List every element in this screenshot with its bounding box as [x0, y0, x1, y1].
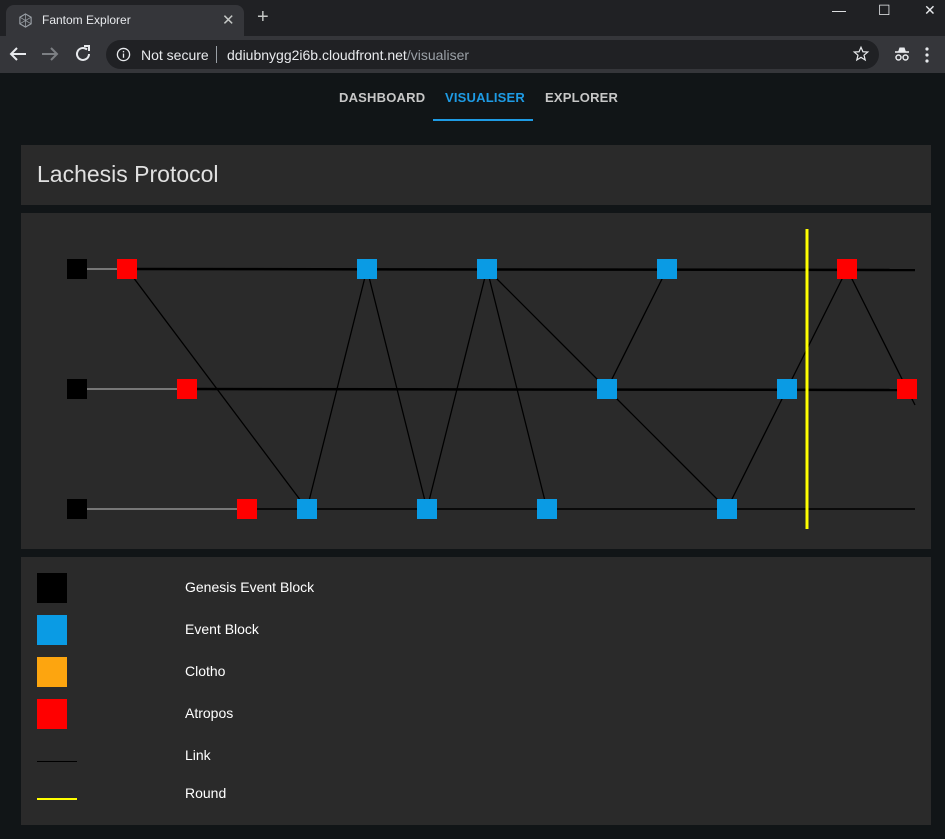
link-2 — [366, 268, 428, 510]
link-5 — [486, 268, 608, 390]
legend-label-round: Round — [185, 785, 227, 801]
link-6 — [606, 268, 668, 390]
node-genesis-g1 — [67, 259, 87, 279]
back-icon[interactable] — [6, 42, 30, 66]
link-7 — [606, 388, 728, 510]
lachesis-dag-graph — [67, 229, 917, 529]
node-event-block-e1 — [357, 259, 377, 279]
reload-icon[interactable] — [71, 42, 95, 66]
incognito-icon[interactable] — [893, 45, 911, 63]
close-window-button[interactable]: ✕ — [924, 2, 936, 18]
bookmark-star-icon[interactable] — [852, 45, 870, 63]
forward-icon[interactable] — [38, 42, 62, 66]
browser-tab[interactable]: Fantom Explorer ✕ — [6, 5, 244, 36]
link-9 — [786, 268, 848, 390]
node-event-block-e9 — [597, 379, 617, 399]
security-label: Not secure — [141, 47, 209, 63]
link-0 — [126, 268, 308, 510]
link-8 — [726, 388, 788, 510]
node-event-block-e7 — [537, 499, 557, 519]
nav-dashboard[interactable]: DASHBOARD — [339, 90, 426, 105]
browser-titlebar: Fantom Explorer ✕ + — ☐ ✕ — [0, 0, 945, 36]
info-icon[interactable] — [116, 47, 131, 62]
maximize-button[interactable]: ☐ — [878, 2, 891, 18]
node-genesis-g3 — [67, 499, 87, 519]
active-tab-indicator — [433, 119, 533, 121]
legend-swatch-genesis — [37, 573, 67, 603]
page: DASHBOARD VISUALISER EXPLORER Lachesis P… — [0, 73, 945, 839]
legend-label-genesis: Genesis Event Block — [185, 579, 315, 595]
page-title: Lachesis Protocol — [37, 161, 219, 187]
node-event-block-e3 — [657, 259, 677, 279]
url-text[interactable]: ddiubnygg2i6b.cloudfront.net/visualiser — [227, 47, 470, 63]
node-atropos-a1 — [117, 259, 137, 279]
link-10 — [846, 268, 908, 390]
node-atropos-a3 — [237, 499, 257, 519]
link-4 — [486, 268, 548, 510]
top-navigation: DASHBOARD VISUALISER EXPLORER — [0, 73, 945, 123]
fantom-logo-icon — [19, 13, 32, 28]
legend-label-clotho: Clotho — [185, 663, 226, 679]
legend-line-round — [37, 798, 77, 800]
legend-label-atropos: Atropos — [185, 705, 234, 721]
address-bar[interactable]: Not secure ddiubnygg2i6b.cloudfront.net/… — [106, 40, 879, 69]
node-event-block-e4 — [777, 379, 797, 399]
minimize-button[interactable]: — — [832, 2, 846, 18]
node-event-block-e10 — [717, 499, 737, 519]
legend-swatch-atropos — [37, 699, 67, 729]
legend-swatch-event-block — [37, 615, 67, 645]
node-atropos-a5 — [897, 379, 917, 399]
header-panel: Lachesis Protocol — [21, 145, 931, 205]
nav-explorer[interactable]: EXPLORER — [545, 90, 619, 105]
legend-label-link: Link — [185, 747, 211, 763]
link-3 — [426, 268, 488, 510]
node-atropos-a4 — [837, 259, 857, 279]
nav-visualiser[interactable]: VISUALISER — [445, 90, 526, 105]
new-tab-button[interactable]: + — [257, 6, 269, 28]
more-menu-icon[interactable] — [925, 47, 929, 63]
node-event-block-e6 — [417, 499, 437, 519]
legend-panel: Genesis Event Block Event Block Clotho A… — [21, 557, 931, 825]
node-event-block-e5 — [297, 499, 317, 519]
link-1 — [306, 268, 368, 510]
legend-label-event-block: Event Block — [185, 621, 259, 637]
tab-title: Fantom Explorer — [42, 13, 131, 27]
lane-line-1 — [126, 267, 916, 272]
node-event-block-e2 — [477, 259, 497, 279]
omnibox-divider — [216, 46, 217, 63]
node-atropos-a2 — [177, 379, 197, 399]
graph-panel — [21, 213, 931, 549]
legend-swatch-clotho — [37, 657, 67, 687]
legend-line-link — [37, 761, 77, 762]
tab-close-icon[interactable]: ✕ — [222, 12, 235, 29]
node-genesis-g2 — [67, 379, 87, 399]
browser-toolbar: Not secure ddiubnygg2i6b.cloudfront.net/… — [0, 36, 945, 73]
